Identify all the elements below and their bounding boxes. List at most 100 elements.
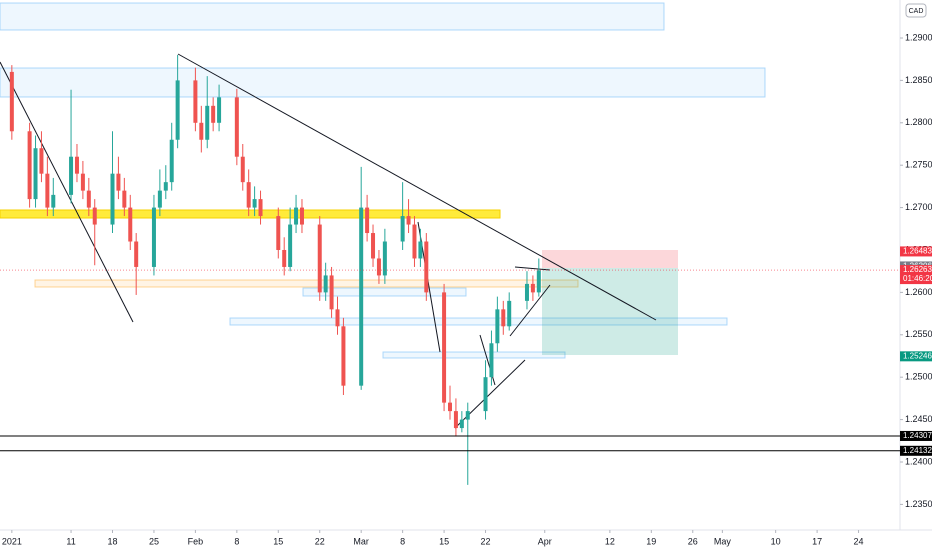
zone (0, 67, 766, 98)
y-tick-label: 1.28000 (905, 117, 932, 127)
candle-body (169, 139, 174, 183)
x-tick-label: 15 (273, 536, 283, 546)
candle-body (530, 283, 535, 293)
candle-body (418, 241, 423, 259)
candle-body (116, 173, 121, 191)
x-tick-label: May (714, 536, 732, 546)
candle-body (335, 309, 340, 327)
y-tick-label: 1.29000 (905, 32, 932, 42)
candle-body (163, 182, 168, 191)
candle-body (489, 343, 494, 378)
candle-body (282, 249, 287, 267)
zone (0, 209, 501, 219)
x-tick-label: 19 (646, 536, 656, 546)
trendline (0, 61, 134, 323)
candle-body (376, 258, 381, 276)
y-tick-label: 1.23500 (905, 499, 932, 509)
candle-body (234, 97, 239, 157)
x-tick-label: 10 (771, 536, 781, 546)
candle-body (252, 199, 257, 208)
price-label-box (900, 246, 932, 257)
candle-body (205, 105, 210, 140)
candle-body (211, 105, 216, 123)
candle-body (74, 156, 79, 174)
candle-body (459, 419, 464, 429)
candle-body (157, 190, 162, 208)
zone (382, 351, 566, 359)
candle-body (92, 207, 97, 225)
price-label: 1.25246 (903, 351, 932, 360)
currency: CAD (909, 8, 924, 15)
x-tick-label: 12 (605, 536, 615, 546)
candle-body (128, 207, 133, 242)
candle-body (371, 233, 376, 259)
zone (34, 279, 579, 288)
x-tick-label: Mar (353, 536, 369, 546)
candle-body (412, 224, 417, 259)
candle-body (507, 300, 512, 327)
zone (0, 2, 665, 31)
candle-body (51, 194, 56, 208)
candle-body (193, 80, 198, 123)
candle-body (110, 173, 115, 225)
candle-body (240, 156, 245, 183)
price-label-box (900, 430, 932, 441)
trendlines (0, 53, 657, 429)
candle-body (483, 377, 488, 412)
candle-body (39, 148, 44, 174)
price-label: 1.26263 (903, 265, 932, 274)
candle-body (33, 148, 38, 200)
candle-body (317, 224, 322, 293)
candle-body (382, 241, 387, 276)
candle-body (406, 216, 411, 225)
candle-body (175, 80, 180, 140)
zone (229, 317, 728, 326)
candle-body (294, 207, 299, 225)
candle-body (501, 309, 506, 327)
price-label-box (900, 351, 932, 362)
candle-body (246, 182, 251, 208)
x-tick-label: 11 (66, 536, 75, 546)
candle-body (341, 326, 346, 386)
x-tick-label: Apr (538, 536, 552, 546)
x-tick-label: 8 (400, 536, 405, 546)
candle-body (122, 190, 127, 208)
candle-body (217, 97, 222, 123)
y-tick-label: 1.26000 (905, 287, 932, 297)
x-tick-label: 15 (439, 536, 449, 546)
candle-body (134, 241, 139, 267)
price-label: 1.24307 (903, 431, 932, 440)
candle-body (276, 216, 281, 250)
candle-body (442, 292, 447, 403)
candle-body (80, 173, 85, 191)
candle-body (359, 207, 364, 386)
x-tick-label: 8 (234, 536, 239, 546)
candle-body (495, 309, 500, 344)
trendline (177, 53, 657, 321)
candle-body (453, 411, 458, 429)
price-label-box (900, 265, 932, 285)
y-tick-label: 1.27000 (905, 202, 932, 212)
countdown: 01:46:20 (903, 274, 932, 283)
x-tick-label: 24 (854, 536, 864, 546)
y-tick-label: 1.27500 (905, 160, 932, 170)
candle-body (448, 402, 452, 412)
price-label: 1.26483 (903, 247, 932, 256)
candle-body (424, 241, 429, 293)
candle-body (329, 275, 334, 310)
candles (9, 54, 541, 485)
candle-body (27, 131, 32, 200)
candle-body (400, 216, 405, 242)
x-tick-label: 18 (107, 536, 117, 546)
candle-body (151, 207, 156, 267)
candle-body (536, 270, 541, 293)
x-tick-label: 22 (481, 536, 491, 546)
candle-body (9, 71, 14, 132)
candle-body (45, 173, 50, 208)
candle-body (86, 190, 91, 208)
stop-zone (542, 250, 678, 268)
candle-body (69, 156, 74, 195)
y-tick-label: 1.25500 (905, 329, 932, 339)
candle-body (258, 199, 263, 217)
y-tick-label: 1.24000 (905, 456, 932, 466)
